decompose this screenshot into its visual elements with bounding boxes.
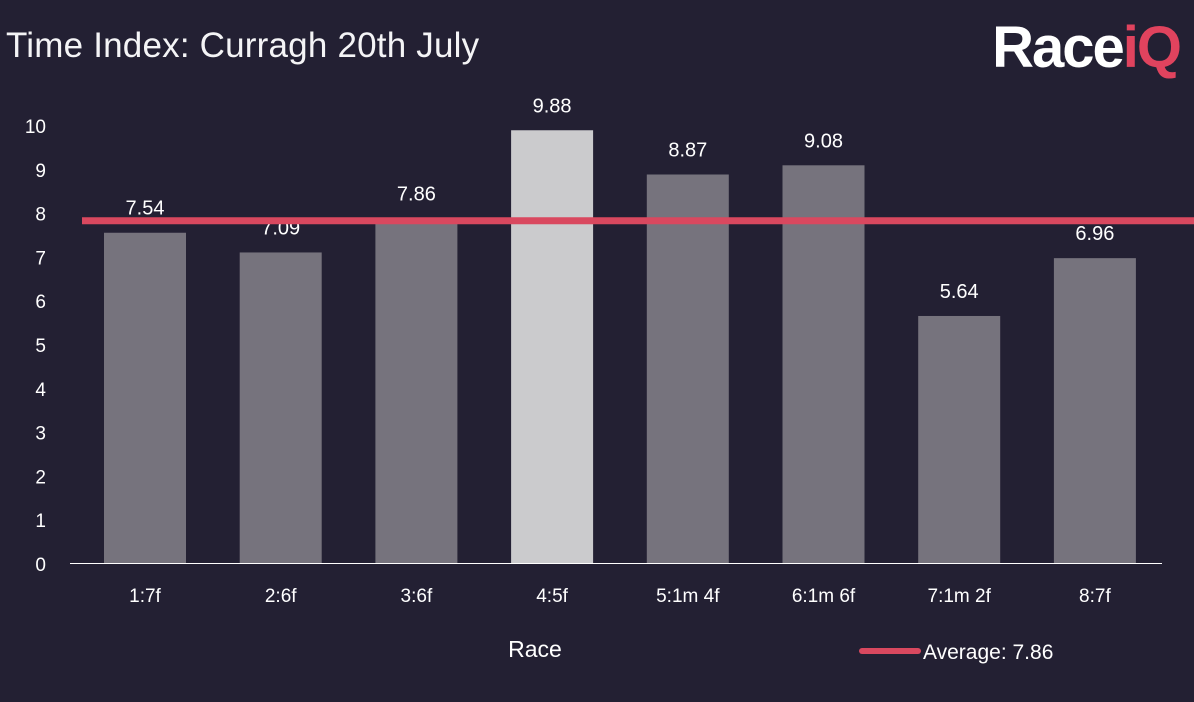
x-tick-label: 8:7f <box>1079 586 1111 607</box>
y-tick-label: 1 <box>35 511 46 532</box>
bar-1 <box>104 232 186 564</box>
x-axis-title: Race <box>508 636 562 662</box>
data-label: 9.88 <box>533 95 572 117</box>
y-tick-label: 7 <box>35 248 46 269</box>
x-tick-label: 1:7f <box>129 586 161 607</box>
y-tick-label: 4 <box>35 380 46 401</box>
y-tick-label: 9 <box>35 161 46 182</box>
bar-5 <box>646 174 729 563</box>
bar-8 <box>1053 258 1136 563</box>
bar-3 <box>375 218 458 563</box>
y-tick-label: 3 <box>35 424 46 445</box>
bar-7 <box>918 315 1001 563</box>
legend-label-average: Average: 7.86 <box>923 641 1053 664</box>
y-tick-label: 2 <box>35 467 46 488</box>
y-tick-label: 8 <box>35 205 46 226</box>
x-tick-label: 7:1m 2f <box>928 586 992 607</box>
bar-2 <box>239 252 322 563</box>
data-label: 8.87 <box>668 139 707 161</box>
data-label: 6.96 <box>1075 223 1114 245</box>
y-tick-label: 10 <box>25 117 46 138</box>
data-label: 5.64 <box>940 281 979 303</box>
y-tick-label: 5 <box>35 336 46 357</box>
logo-text-race: Race <box>992 15 1125 80</box>
bar-6 <box>782 165 865 563</box>
x-tick-label: 3:6f <box>401 586 433 607</box>
y-tick-label: 0 <box>35 555 46 576</box>
chart-title: Time Index: Curragh 20th July <box>6 26 480 65</box>
logo-text-iq: iQ <box>1122 15 1182 80</box>
data-label: 7.86 <box>397 184 436 206</box>
data-label: 9.08 <box>804 130 843 152</box>
x-tick-label: 4:5f <box>536 586 568 607</box>
y-tick-label: 6 <box>35 292 46 313</box>
data-label: 7.54 <box>126 198 165 220</box>
x-tick-label: 2:6f <box>265 586 297 607</box>
bar-4 <box>511 130 594 564</box>
x-tick-label: 6:1m 6f <box>792 586 856 607</box>
raceiq-logo: RaceiQ <box>992 15 1182 80</box>
x-tick-label: 5:1m 4f <box>656 586 720 607</box>
